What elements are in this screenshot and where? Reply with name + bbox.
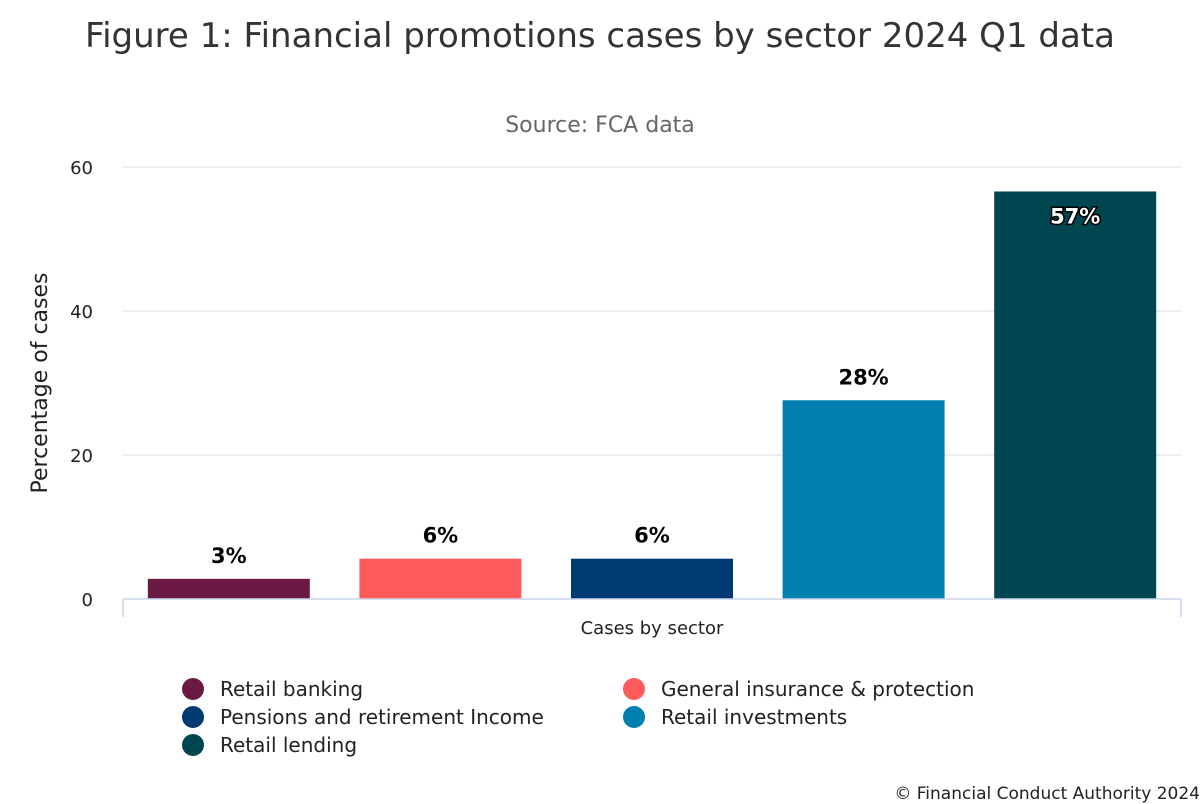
chart-subtitle: Source: FCA data [505,113,695,138]
credit: © Financial Conduct Authority 2024 [894,784,1200,804]
legend-item[interactable]: General insurance & protection [623,676,1043,702]
bar-general-insurance-protection[interactable] [359,558,522,599]
y-tick-label: 40 [70,302,93,323]
bar-pensions-and-retirement-income[interactable] [571,558,733,599]
y-tick-label: 20 [70,446,93,467]
legend-item[interactable]: Retail banking [182,676,623,702]
legend-label: Retail banking [220,677,364,701]
legend-item[interactable]: Pensions and retirement Income [182,704,623,730]
data-label: 3% [211,544,247,568]
legend-label: Retail investments [661,705,848,729]
legend-label: General insurance & protection [661,677,975,701]
x-axis-label: Cases by sector [581,618,724,639]
y-tick-label: 60 [70,158,93,179]
data-label: 6% [423,524,459,548]
y-tick-label: 0 [82,590,93,611]
legend-item[interactable]: Retail lending [182,732,623,758]
y-axis-label: Percentage of cases [28,273,53,494]
chart-title: Figure 1: Financial promotions cases by … [85,16,1115,56]
data-label: 57% [1050,204,1100,228]
legend-marker-icon [182,734,204,756]
data-label: 6% [634,524,670,548]
legend-marker-icon [182,706,204,728]
bar-retail-investments[interactable] [782,400,945,599]
legend-marker-icon [182,678,204,700]
legend-label: Pensions and retirement Income [220,705,544,729]
data-label: 28% [838,365,888,389]
legend-label: Retail lending [220,733,358,757]
legend-item[interactable]: Retail investments [623,704,1043,730]
legend: Retail banking General insurance & protec… [182,676,1082,758]
legend-marker-icon [623,706,645,728]
bar-retail-banking[interactable] [147,578,310,599]
bar-retail-lending[interactable] [994,191,1157,600]
legend-marker-icon [623,678,645,700]
